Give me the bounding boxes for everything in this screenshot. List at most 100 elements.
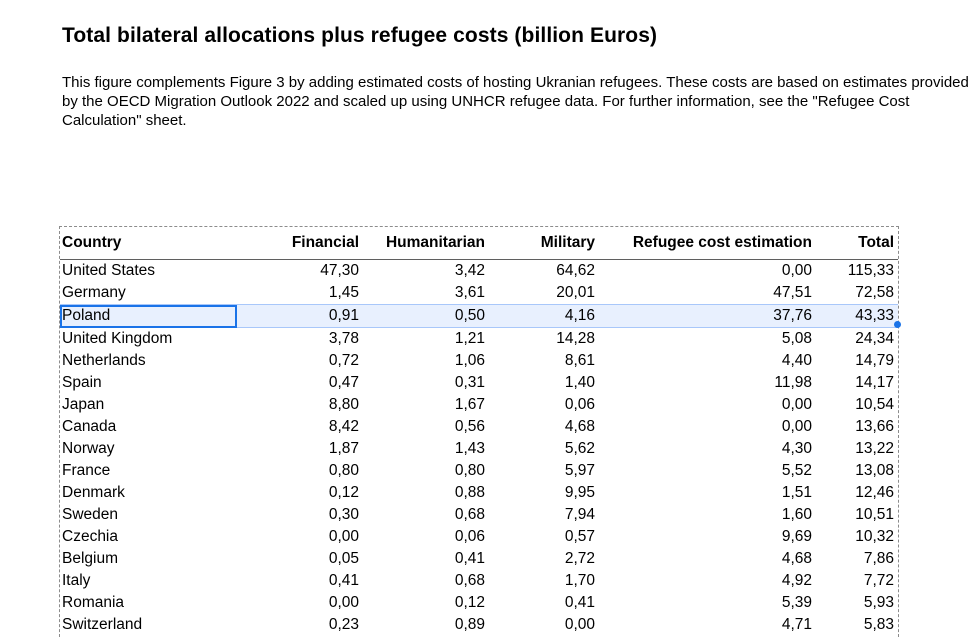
cell-country[interactable]: Belgium xyxy=(62,550,118,567)
cell-country[interactable]: Spain xyxy=(62,374,102,391)
cell-humanitarian[interactable]: 0,12 xyxy=(454,594,485,611)
cell-financial[interactable]: 0,72 xyxy=(328,352,359,369)
table-row[interactable]: United Kingdom 3,78 1,21 14,28 5,08 24,34 xyxy=(60,328,898,351)
cell-military[interactable]: 0,00 xyxy=(564,616,595,633)
cell-total[interactable]: 14,17 xyxy=(855,374,894,391)
cell-military[interactable]: 5,97 xyxy=(564,462,595,479)
cell-humanitarian[interactable]: 3,61 xyxy=(454,284,485,301)
table-row[interactable]: Belgium 0,05 0,41 2,72 4,68 7,86 xyxy=(60,548,898,570)
cell-country[interactable]: Sweden xyxy=(62,506,119,523)
cell-financial[interactable]: 0,23 xyxy=(328,616,359,633)
cell-military[interactable]: 20,01 xyxy=(556,284,595,301)
header-total[interactable]: Total xyxy=(816,227,898,260)
cell-country[interactable]: Czechia xyxy=(62,528,118,545)
header-country[interactable]: Country xyxy=(60,227,237,260)
cell-total[interactable]: 14,79 xyxy=(855,352,894,369)
cell-military[interactable]: 4,68 xyxy=(564,418,595,435)
cell-total[interactable]: 5,93 xyxy=(863,594,894,611)
cell-total[interactable]: 7,86 xyxy=(863,550,894,567)
cell-total[interactable]: 24,34 xyxy=(855,330,894,347)
cell-financial[interactable]: 0,12 xyxy=(328,484,359,501)
cell-refugee[interactable]: 0,00 xyxy=(781,418,812,435)
cell-humanitarian[interactable]: 0,89 xyxy=(454,616,485,633)
cell-financial[interactable]: 0,00 xyxy=(328,528,359,545)
cell-total[interactable]: 7,72 xyxy=(863,572,894,589)
cell-refugee[interactable]: 11,98 xyxy=(774,374,812,391)
cell-country[interactable]: United Kingdom xyxy=(62,330,173,347)
cell-country[interactable]: Poland xyxy=(60,304,237,328)
cell-humanitarian[interactable]: 1,21 xyxy=(454,330,485,347)
cell-financial[interactable]: 0,05 xyxy=(328,550,359,567)
cell-refugee[interactable]: 0,00 xyxy=(781,396,812,413)
cell-refugee[interactable]: 5,39 xyxy=(781,594,812,611)
table-row[interactable]: Sweden 0,30 0,68 7,94 1,60 10,51 xyxy=(60,504,898,526)
cell-refugee[interactable]: 47,51 xyxy=(773,284,812,301)
table-row[interactable]: Denmark 0,12 0,88 9,95 1,51 12,46 xyxy=(60,482,898,504)
header-financial[interactable]: Financial xyxy=(237,227,363,260)
cell-military[interactable]: 8,61 xyxy=(564,352,595,369)
table-row[interactable]: Norway 1,87 1,43 5,62 4,30 13,22 xyxy=(60,438,898,460)
table-row[interactable]: Poland 0,91 0,50 4,16 37,76 43,33 xyxy=(60,304,898,328)
cell-military[interactable]: 9,95 xyxy=(564,484,595,501)
table-row[interactable]: Spain 0,47 0,31 1,40 11,98 14,17 xyxy=(60,372,898,394)
table-row[interactable]: Netherlands 0,72 1,06 8,61 4,40 14,79 xyxy=(60,350,898,372)
cell-humanitarian[interactable]: 0,31 xyxy=(454,374,485,391)
cell-humanitarian[interactable]: 3,42 xyxy=(454,262,485,279)
table-row[interactable]: Switzerland 0,23 0,89 0,00 4,71 5,83 xyxy=(60,614,898,636)
cell-total[interactable]: 115,33 xyxy=(847,262,894,279)
cell-financial[interactable]: 0,80 xyxy=(328,462,359,479)
table-row[interactable]: Italy 0,41 0,68 1,70 4,92 7,72 xyxy=(60,570,898,592)
cell-refugee[interactable]: 0,00 xyxy=(781,262,812,279)
header-humanitarian[interactable]: Humanitarian xyxy=(363,227,489,260)
cell-country[interactable]: Romania xyxy=(62,594,125,611)
cell-financial[interactable]: 8,80 xyxy=(328,396,359,413)
selection-fill-handle[interactable] xyxy=(894,321,901,328)
cell-military[interactable]: 4,16 xyxy=(489,304,599,328)
cell-country[interactable]: Norway xyxy=(62,440,115,457)
cell-military[interactable]: 0,57 xyxy=(564,528,595,545)
cell-humanitarian[interactable]: 1,06 xyxy=(454,352,485,369)
cell-humanitarian[interactable]: 0,68 xyxy=(454,572,485,589)
cell-humanitarian[interactable]: 0,88 xyxy=(454,484,485,501)
cell-refugee[interactable]: 4,30 xyxy=(781,440,812,457)
table-row[interactable]: Canada 8,42 0,56 4,68 0,00 13,66 xyxy=(60,416,898,438)
cell-military[interactable]: 0,41 xyxy=(564,594,595,611)
cell-country[interactable]: Netherlands xyxy=(62,352,146,369)
cell-country[interactable]: France xyxy=(62,462,111,479)
cell-military[interactable]: 64,62 xyxy=(556,262,595,279)
table-row[interactable]: Japan 8,80 1,67 0,06 0,00 10,54 xyxy=(60,394,898,416)
cell-humanitarian[interactable]: 1,67 xyxy=(454,396,485,413)
cell-refugee[interactable]: 4,68 xyxy=(781,550,812,567)
header-refugee-cost[interactable]: Refugee cost estimation xyxy=(599,227,816,260)
table-row[interactable]: United States 47,30 3,42 64,62 0,00 115,33 xyxy=(60,260,898,283)
cell-country[interactable]: Denmark xyxy=(62,484,125,501)
cell-financial[interactable]: 0,00 xyxy=(328,594,359,611)
cell-country[interactable]: Germany xyxy=(62,284,126,301)
cell-total[interactable]: 72,58 xyxy=(855,284,894,301)
cell-financial[interactable]: 1,45 xyxy=(328,284,359,301)
cell-humanitarian[interactable]: 0,56 xyxy=(454,418,485,435)
cell-financial[interactable]: 0,91 xyxy=(237,304,363,328)
cell-financial[interactable]: 0,41 xyxy=(328,572,359,589)
cell-total[interactable]: 13,66 xyxy=(855,418,894,435)
cell-financial[interactable]: 8,42 xyxy=(328,418,359,435)
cell-financial[interactable]: 0,47 xyxy=(328,374,359,391)
cell-refugee[interactable]: 4,71 xyxy=(781,616,812,633)
cell-refugee[interactable]: 4,92 xyxy=(781,572,812,589)
cell-total[interactable]: 43,33 xyxy=(816,304,898,328)
cell-total[interactable]: 13,22 xyxy=(855,440,894,457)
table-row[interactable]: Czechia 0,00 0,06 0,57 9,69 10,32 xyxy=(60,526,898,548)
cell-financial[interactable]: 3,78 xyxy=(328,330,359,347)
cell-military[interactable]: 7,94 xyxy=(564,506,595,523)
cell-humanitarian[interactable]: 1,43 xyxy=(454,440,485,457)
cell-total[interactable]: 10,32 xyxy=(855,528,894,545)
cell-total[interactable]: 10,54 xyxy=(855,396,894,413)
cell-humanitarian[interactable]: 0,41 xyxy=(454,550,485,567)
cell-country[interactable]: Italy xyxy=(62,572,91,589)
table-row[interactable]: Germany 1,45 3,61 20,01 47,51 72,58 xyxy=(60,282,898,305)
cell-humanitarian[interactable]: 0,68 xyxy=(454,506,485,523)
cell-refugee[interactable]: 5,52 xyxy=(781,462,812,479)
header-military[interactable]: Military xyxy=(489,227,599,260)
cell-financial[interactable]: 0,30 xyxy=(328,506,359,523)
cell-financial[interactable]: 47,30 xyxy=(320,262,359,279)
